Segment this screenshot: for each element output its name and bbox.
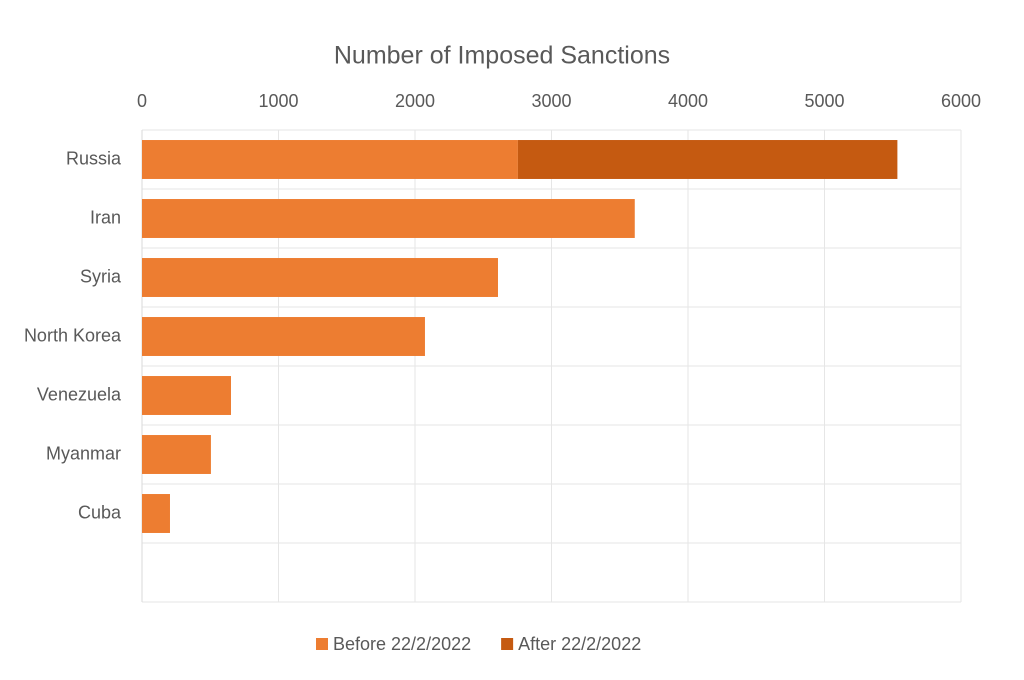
y-tick-label: Syria [80,266,122,286]
bar [142,317,425,356]
x-tick-label: 4000 [668,91,708,111]
bar [142,199,635,238]
legend-swatch [501,638,514,650]
x-tick-label: 5000 [804,91,844,111]
y-tick-label: Venezuela [37,384,122,404]
y-tick-label: Myanmar [46,443,121,463]
bar [142,494,170,533]
bar [142,376,231,415]
x-tick-label: 1000 [258,91,298,111]
bar [142,258,498,297]
x-tick-label: 2000 [395,91,435,111]
y-tick-label: North Korea [24,325,122,345]
x-tick-label: 0 [137,91,147,111]
x-tick-label: 3000 [531,91,571,111]
legend-label: Before 22/2/2022 [333,634,471,654]
bar [142,140,518,179]
legend-label: After 22/2/2022 [518,634,641,654]
bar [517,140,898,179]
y-tick-label: Iran [90,207,121,227]
bar [142,435,211,474]
y-tick-label: Cuba [78,502,122,522]
legend-swatch [316,638,328,650]
x-tick-label: 6000 [941,91,981,111]
y-tick-label: Russia [66,148,122,168]
chart-title: Number of Imposed Sanctions [334,42,670,70]
